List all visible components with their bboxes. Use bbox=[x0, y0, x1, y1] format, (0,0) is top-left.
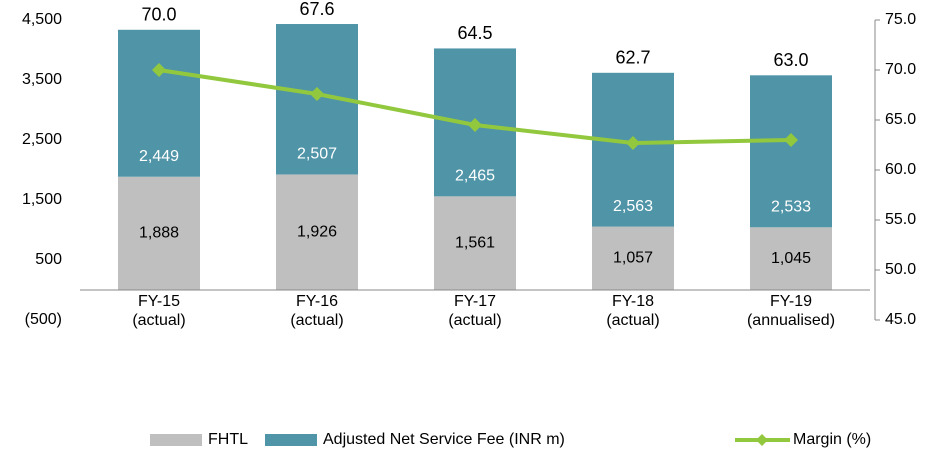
legend-label: Adjusted Net Service Fee (INR m) bbox=[323, 431, 565, 448]
data-label: 1,926 bbox=[297, 223, 337, 240]
x-tick-label: FY-17 (actual) bbox=[448, 293, 501, 329]
y-tick-label: 2,500 bbox=[22, 131, 62, 148]
y2-tick-label: 70.0 bbox=[885, 61, 916, 78]
margin-marker bbox=[468, 118, 482, 132]
y-tick-label: 1,500 bbox=[22, 191, 62, 208]
data-label: 1,045 bbox=[771, 250, 811, 267]
y2-tick-label: 50.0 bbox=[885, 261, 916, 278]
legend-label: FHTL bbox=[208, 431, 248, 448]
margin-label: 70.0 bbox=[141, 5, 176, 25]
margin-label: 62.7 bbox=[615, 48, 650, 68]
bar-segment bbox=[592, 226, 674, 290]
bar-segment bbox=[118, 176, 200, 290]
bar-segment bbox=[118, 29, 200, 177]
y2-tick-label: 65.0 bbox=[885, 111, 916, 128]
legend-swatch bbox=[150, 434, 202, 446]
x-tick-label: FY-18 (actual) bbox=[606, 293, 659, 329]
x-tick-label: FY-16 (actual) bbox=[290, 293, 343, 329]
y2-tick-label: 60.0 bbox=[885, 161, 916, 178]
x-tick-label: FY-19 (annualised) bbox=[747, 293, 835, 329]
data-label: 2,507 bbox=[297, 146, 337, 163]
data-label: 2,449 bbox=[139, 148, 179, 165]
x-tick-label: FY-15 (actual) bbox=[132, 293, 185, 329]
data-label: 1,888 bbox=[139, 225, 179, 242]
margin-marker bbox=[310, 87, 324, 101]
bar-segment bbox=[276, 174, 358, 290]
margin-marker bbox=[152, 63, 166, 77]
data-label: 2,533 bbox=[771, 199, 811, 216]
y-tick-label: 4,500 bbox=[22, 11, 62, 28]
y-tick-label: 500 bbox=[35, 251, 62, 268]
data-label: 2,465 bbox=[455, 168, 495, 185]
legend-marker bbox=[756, 434, 768, 446]
y2-tick-label: 75.0 bbox=[885, 11, 916, 28]
y2-tick-label: 45.0 bbox=[885, 311, 916, 328]
y-tick-label: 3,500 bbox=[22, 71, 62, 88]
margin-marker bbox=[784, 133, 798, 147]
y2-tick-label: 55.0 bbox=[885, 211, 916, 228]
legend-label: Margin (%) bbox=[793, 431, 871, 448]
margin-label: 64.5 bbox=[457, 23, 492, 43]
margin-marker bbox=[626, 136, 640, 150]
margin-label: 63.0 bbox=[773, 50, 808, 70]
data-label: 2,563 bbox=[613, 198, 653, 215]
data-label: 1,057 bbox=[613, 250, 653, 267]
bar-segment bbox=[750, 75, 832, 228]
bar-segment bbox=[750, 227, 832, 290]
margin-label: 67.6 bbox=[299, 0, 334, 19]
legend-swatch bbox=[265, 434, 317, 446]
bar-segment bbox=[434, 196, 516, 290]
data-label: 1,561 bbox=[455, 234, 495, 251]
y-tick-label: (500) bbox=[25, 311, 62, 328]
